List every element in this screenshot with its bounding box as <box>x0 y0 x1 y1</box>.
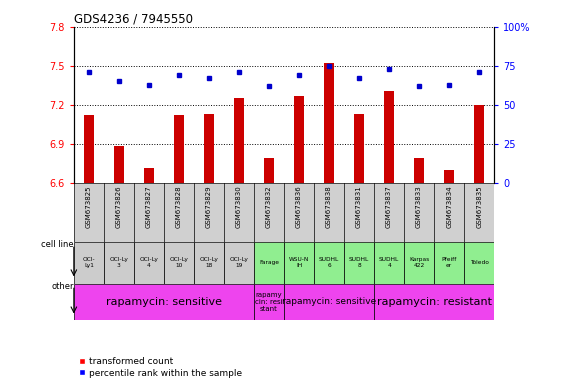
Bar <box>134 242 164 283</box>
Text: GSM673838: GSM673838 <box>326 185 332 228</box>
Bar <box>74 283 254 320</box>
Bar <box>474 105 485 183</box>
Text: GSM673829: GSM673829 <box>206 185 212 228</box>
Text: GSM673832: GSM673832 <box>266 185 272 228</box>
Bar <box>384 91 394 183</box>
Text: Farage: Farage <box>259 260 279 265</box>
Text: SUDHL
6: SUDHL 6 <box>319 258 339 268</box>
Bar <box>74 242 104 283</box>
Text: GSM673836: GSM673836 <box>296 185 302 228</box>
Text: GSM673825: GSM673825 <box>86 185 92 228</box>
Text: OCI-Ly
18: OCI-Ly 18 <box>199 258 218 268</box>
Text: cell line: cell line <box>41 240 74 249</box>
Text: GSM673835: GSM673835 <box>476 185 482 228</box>
Bar <box>204 114 214 183</box>
Bar <box>374 283 494 320</box>
Text: rapamy
cin: resi
stant: rapamy cin: resi stant <box>255 292 283 312</box>
Text: GDS4236 / 7945550: GDS4236 / 7945550 <box>74 13 193 26</box>
Bar <box>264 158 274 183</box>
Bar <box>464 242 494 283</box>
Text: Toledo: Toledo <box>470 260 488 265</box>
Text: Pfeiff
er: Pfeiff er <box>441 258 457 268</box>
Bar <box>224 242 254 283</box>
Bar <box>114 146 124 183</box>
Text: rapamycin: sensitive: rapamycin: sensitive <box>106 297 222 307</box>
Text: GSM673834: GSM673834 <box>446 185 452 228</box>
Text: OCI-
Ly1: OCI- Ly1 <box>82 258 95 268</box>
Text: GSM673828: GSM673828 <box>176 185 182 228</box>
Bar <box>434 242 464 283</box>
Text: GSM673826: GSM673826 <box>116 185 122 228</box>
Bar <box>284 242 314 283</box>
Text: GSM673827: GSM673827 <box>146 185 152 228</box>
Bar <box>414 158 424 183</box>
Text: WSU-N
IH: WSU-N IH <box>289 258 309 268</box>
Text: GSM673830: GSM673830 <box>236 185 242 228</box>
Legend: transformed count, percentile rank within the sample: transformed count, percentile rank withi… <box>78 357 243 377</box>
Bar <box>344 242 374 283</box>
Text: OCI-Ly
10: OCI-Ly 10 <box>169 258 189 268</box>
Text: rapamycin: sensitive: rapamycin: sensitive <box>282 297 376 306</box>
Bar <box>284 283 374 320</box>
Bar <box>174 115 184 183</box>
Bar <box>104 242 134 283</box>
Text: rapamycin: resistant: rapamycin: resistant <box>377 297 492 307</box>
Bar <box>404 242 434 283</box>
Bar <box>294 96 304 183</box>
Bar <box>324 63 335 183</box>
Bar <box>314 242 344 283</box>
Bar <box>354 114 364 183</box>
Text: Karpas
422: Karpas 422 <box>409 258 429 268</box>
Bar <box>144 169 154 183</box>
Bar <box>194 242 224 283</box>
Text: GSM673837: GSM673837 <box>386 185 392 228</box>
Bar <box>254 242 284 283</box>
Bar <box>164 242 194 283</box>
Text: OCI-Ly
19: OCI-Ly 19 <box>229 258 248 268</box>
Bar <box>83 115 94 183</box>
Text: SUDHL
8: SUDHL 8 <box>349 258 369 268</box>
Text: GSM673831: GSM673831 <box>356 185 362 228</box>
Text: other: other <box>51 282 74 291</box>
Bar <box>374 242 404 283</box>
Text: OCI-Ly
3: OCI-Ly 3 <box>110 258 128 268</box>
Text: SUDHL
4: SUDHL 4 <box>379 258 399 268</box>
Text: GSM673833: GSM673833 <box>416 185 422 228</box>
Text: OCI-Ly
4: OCI-Ly 4 <box>140 258 158 268</box>
Bar <box>444 170 454 183</box>
Bar <box>254 283 284 320</box>
Bar <box>233 98 244 183</box>
